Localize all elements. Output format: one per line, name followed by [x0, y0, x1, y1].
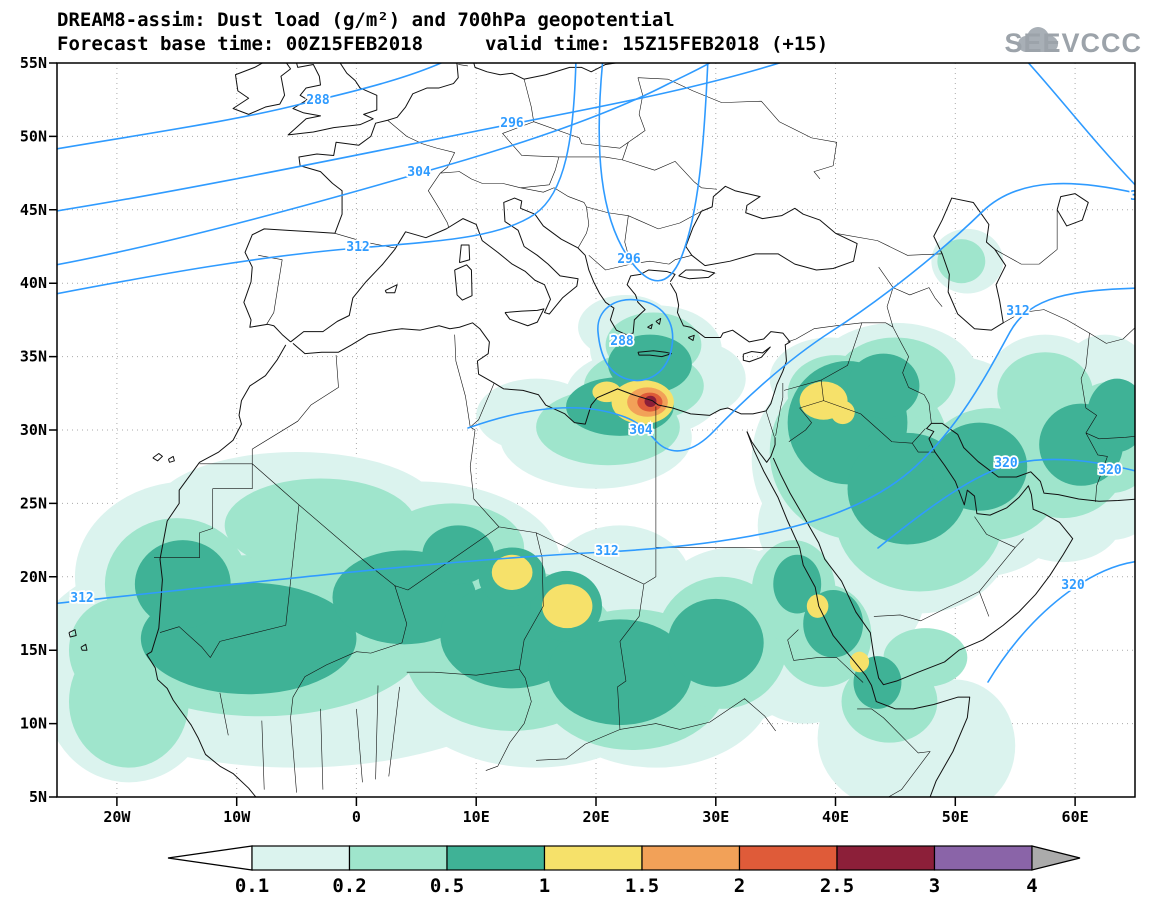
contour-label: 312: [595, 544, 618, 559]
cloud-icon: [1018, 27, 1058, 52]
seevccc-logo: SEEVCCC: [1004, 27, 1142, 58]
chart-subtitle-base-time: Forecast base time: 00Z15FEB2018: [57, 33, 423, 55]
colorbar-segment: [446, 845, 546, 871]
contour-label: 312: [346, 240, 369, 255]
contour-304-nw: [57, 63, 712, 266]
chart-subtitle-valid-time: valid time: 15Z15FEB2018 (+15): [485, 33, 828, 55]
contour-label: 320: [994, 456, 1018, 471]
colorbar-label: 0.5: [430, 875, 464, 897]
contour-320-a: [877, 458, 1135, 549]
contour-288-nw: [57, 63, 444, 150]
colorbar-segment: [348, 845, 448, 871]
contour-labels: 288 296 304 312 296 288 304 312 312 312 …: [69, 91, 1138, 608]
lat-label: 15N: [20, 641, 47, 659]
lat-label: 10N: [20, 715, 47, 733]
colorbar-arrow-right: [1031, 845, 1081, 871]
contour-label: 312: [1006, 304, 1029, 319]
colorbar-label: 0.1: [235, 875, 269, 897]
lat-axis-labels: 55N 50N 45N 40N 35N 30N 25N 20N 15N 10N …: [20, 54, 47, 806]
colorbar-label: 2: [734, 875, 745, 897]
contour-label: 288: [306, 93, 330, 108]
lat-label: 45N: [20, 201, 47, 219]
colorbar-label: 2.5: [820, 875, 854, 897]
colorbar-label: 1: [539, 875, 550, 897]
contour-label: 304: [407, 165, 431, 180]
colorbar-segment: [738, 845, 838, 871]
contour-312-east: [57, 287, 1135, 605]
colorbar-segment: [933, 845, 1033, 871]
colorbar-segment: [641, 845, 741, 871]
lon-label: 30E: [702, 808, 729, 826]
colorbar-label: 0.2: [332, 875, 366, 897]
lon-label: 40E: [822, 808, 849, 826]
geopotential-contours: [57, 63, 1135, 683]
lon-label: 10E: [463, 808, 490, 826]
contour-label: 312: [70, 591, 93, 606]
country-borders: [154, 64, 1139, 798]
lat-label: 40N: [20, 274, 47, 292]
lat-label: 55N: [20, 54, 47, 72]
lat-label: 35N: [20, 348, 47, 366]
contour-label-clipped: 3: [1130, 189, 1138, 204]
colorbar-segment: [251, 845, 351, 871]
contour-296-trough: [598, 63, 709, 282]
contour-320-b: [987, 560, 1135, 683]
lat-label: 30N: [20, 421, 47, 439]
colorbar: 0.1 0.2 0.5 1 1.5 2 2.5 3 4: [167, 845, 1081, 897]
contour-label: 296: [500, 116, 524, 131]
contour-label: 320: [1061, 578, 1085, 593]
lat-label: 25N: [20, 494, 47, 512]
axis-ticks: [49, 62, 1076, 806]
contour-ne-corner: [1027, 63, 1135, 186]
logo-text: SEEVCCC: [1004, 28, 1142, 58]
lon-label: 20W: [103, 808, 131, 826]
lon-label: 60E: [1062, 808, 1089, 826]
lon-label: 50E: [942, 808, 969, 826]
lon-label: 10W: [223, 808, 251, 826]
contour-296-nw: [57, 63, 783, 212]
chart-title-line1: DREAM8-assim: Dust load (g/m²) and 700hP…: [57, 9, 675, 31]
contour-label: 304: [629, 423, 653, 438]
lat-label: 5N: [29, 788, 47, 806]
contour-label: 320: [1098, 463, 1122, 478]
lon-axis-labels: 20W 10W 0 10E 20E 30E 40E 50E 60E: [103, 808, 1088, 826]
colorbar-label: 3: [929, 875, 940, 897]
contour-304-trough: [467, 182, 1135, 452]
colorbar-label: 4: [1026, 875, 1037, 897]
contour-288-closed-low: [597, 298, 674, 382]
lon-label: 20E: [582, 808, 609, 826]
colorbar-arrow-left: [167, 845, 253, 871]
geo-layer: [57, 59, 1139, 798]
colorbar-label: 1.5: [625, 875, 659, 897]
lon-label: 0: [352, 808, 361, 826]
contour-312-nw: [57, 63, 577, 295]
colorbar-segment: [836, 845, 936, 871]
dust-shading-level-2.5: [644, 395, 657, 407]
lat-label: 20N: [20, 568, 47, 586]
colorbar-segment: [543, 845, 643, 871]
contour-label: 288: [610, 334, 634, 349]
contour-label: 296: [617, 252, 641, 267]
lat-label: 50N: [20, 127, 47, 145]
